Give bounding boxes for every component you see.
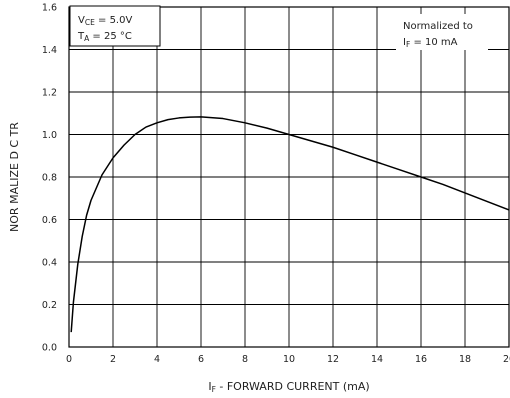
- conditions-box: [69, 5, 161, 47]
- annotation-ta: TA = 25 °C: [77, 31, 132, 43]
- y-tick-label: 0.6: [42, 215, 57, 226]
- y-tick-label: 0.0: [42, 343, 57, 354]
- x-tick-label: 4: [154, 354, 160, 365]
- x-tick-label: 6: [198, 354, 204, 365]
- x-axis-label: IF - FORWARD CURRENT (mA): [208, 380, 369, 394]
- y-tick-label: 0.2: [42, 300, 57, 311]
- x-tick-label: 8: [242, 354, 248, 365]
- grid: [68, 6, 510, 348]
- y-tick-label: 1.6: [42, 3, 57, 14]
- normalized-note-bg: [396, 14, 488, 50]
- x-tick-label: 0: [66, 354, 72, 365]
- y-tick-label: 1.4: [42, 45, 57, 56]
- series-line-normalized-ctr: [70, 116, 510, 333]
- x-tick-label: 2: [110, 354, 116, 365]
- x-tick-label: 16: [415, 354, 427, 365]
- y-tick-label: 1.0: [42, 130, 57, 141]
- annotation-normalized-if: IF = 10 mA: [403, 37, 458, 49]
- y-tick-label: 0.4: [42, 258, 57, 269]
- x-tick-label: 20: [503, 354, 510, 365]
- y-tick-label: 1.2: [42, 88, 57, 99]
- x-tick-label: 18: [459, 354, 471, 365]
- y-tick-labels: 0.0 0.2 0.4 0.6 0.8 1.0 1.2 1.4 1.6: [42, 3, 57, 354]
- y-axis-label: NOR MALIZE D C TR: [8, 122, 21, 232]
- x-tick-label: 14: [371, 354, 383, 365]
- x-tick-labels: 0 2 4 6 8 10 12 14 16 18 20: [66, 354, 510, 365]
- annotation-vce: VCE = 5.0V: [78, 15, 132, 27]
- x-tick-label: 12: [327, 354, 339, 365]
- x-tick-label: 10: [283, 354, 295, 365]
- y-tick-label: 0.8: [42, 173, 57, 184]
- plot-frame: [68, 6, 510, 348]
- annotation-normalized-line1: Normalized to: [403, 21, 473, 32]
